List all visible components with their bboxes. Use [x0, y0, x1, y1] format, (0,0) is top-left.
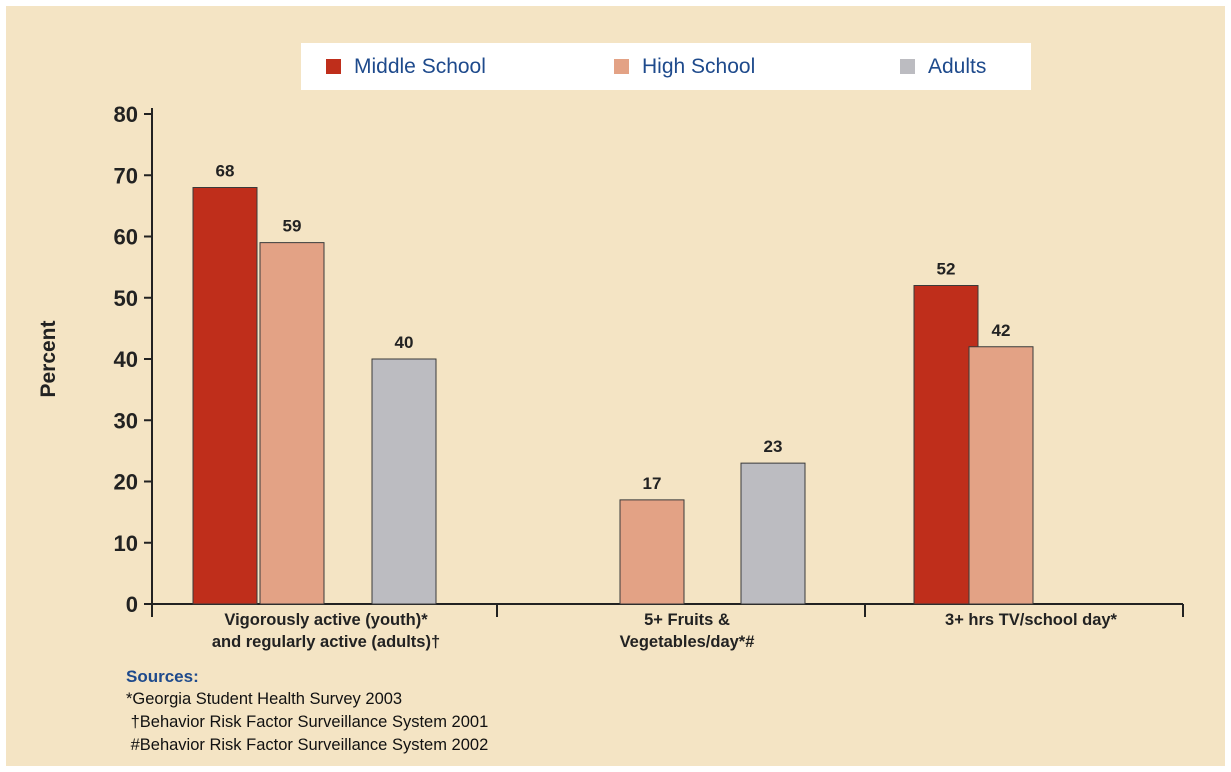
data-label: 42 — [992, 321, 1011, 340]
y-tick-label: 20 — [114, 470, 138, 495]
bar — [913, 285, 979, 605]
legend-swatch-high-school — [614, 59, 629, 74]
category-label: and regularly active (adults)† — [212, 633, 440, 651]
category-label: Vigorously active (youth)* — [224, 611, 428, 629]
data-label: 17 — [643, 474, 662, 493]
legend-label-middle-school: Middle School — [354, 54, 486, 78]
sources-title: Sources: — [126, 667, 199, 686]
data-label: 40 — [395, 333, 414, 352]
chart-frame: 0 10 20 30 40 50 60 70 80 Percent 68 52 59 17 42 40 23 Vi… — [6, 6, 1225, 766]
y-tick-label: 50 — [114, 286, 138, 311]
y-tick-label: 80 — [114, 102, 138, 127]
data-label: 23 — [764, 437, 783, 456]
y-tick-label: 30 — [114, 408, 138, 433]
legend-swatch-adults — [900, 59, 915, 74]
bar — [968, 346, 1034, 605]
data-label: 52 — [937, 260, 956, 279]
legend-item-middle-school: Middle School — [326, 43, 486, 90]
bar — [192, 187, 258, 605]
bar — [740, 462, 806, 605]
legend-label-adults: Adults — [928, 54, 987, 78]
category-label: 3+ hrs TV/school day* — [945, 611, 1118, 629]
data-label: 59 — [283, 217, 302, 236]
y-tick-label: 10 — [114, 531, 138, 556]
sources-block: Sources: *Georgia Student Health Survey … — [126, 665, 488, 757]
bar — [619, 499, 685, 605]
source-line-3: #Behavior Risk Factor Surveillance Syste… — [126, 736, 489, 754]
y-tick-label: 40 — [114, 347, 138, 372]
y-axis-label: Percent — [37, 320, 60, 397]
legend-label-high-school: High School — [642, 54, 756, 78]
category-label: Vegetables/day*# — [620, 633, 755, 651]
source-line-1: *Georgia Student Health Survey 2003 — [126, 690, 403, 708]
legend-item-high-school: High School — [614, 43, 755, 90]
y-tick-label: 60 — [114, 225, 138, 250]
bar — [371, 358, 437, 605]
category-label: 5+ Fruits & — [644, 611, 730, 629]
legend-item-adults: Adults — [900, 43, 986, 90]
y-tick-label: 70 — [114, 163, 138, 188]
data-label: 68 — [216, 162, 235, 181]
source-line-2: †Behavior Risk Factor Surveillance Syste… — [126, 713, 489, 731]
bar — [259, 242, 325, 605]
legend: Middle School High School Adults — [301, 43, 1031, 90]
bar-chart: 0 10 20 30 40 50 60 70 80 Percent 68 52 59 17 42 40 23 Vi… — [37, 102, 1184, 651]
y-tick-label: 0 — [126, 592, 138, 617]
legend-swatch-middle-school — [326, 59, 341, 74]
